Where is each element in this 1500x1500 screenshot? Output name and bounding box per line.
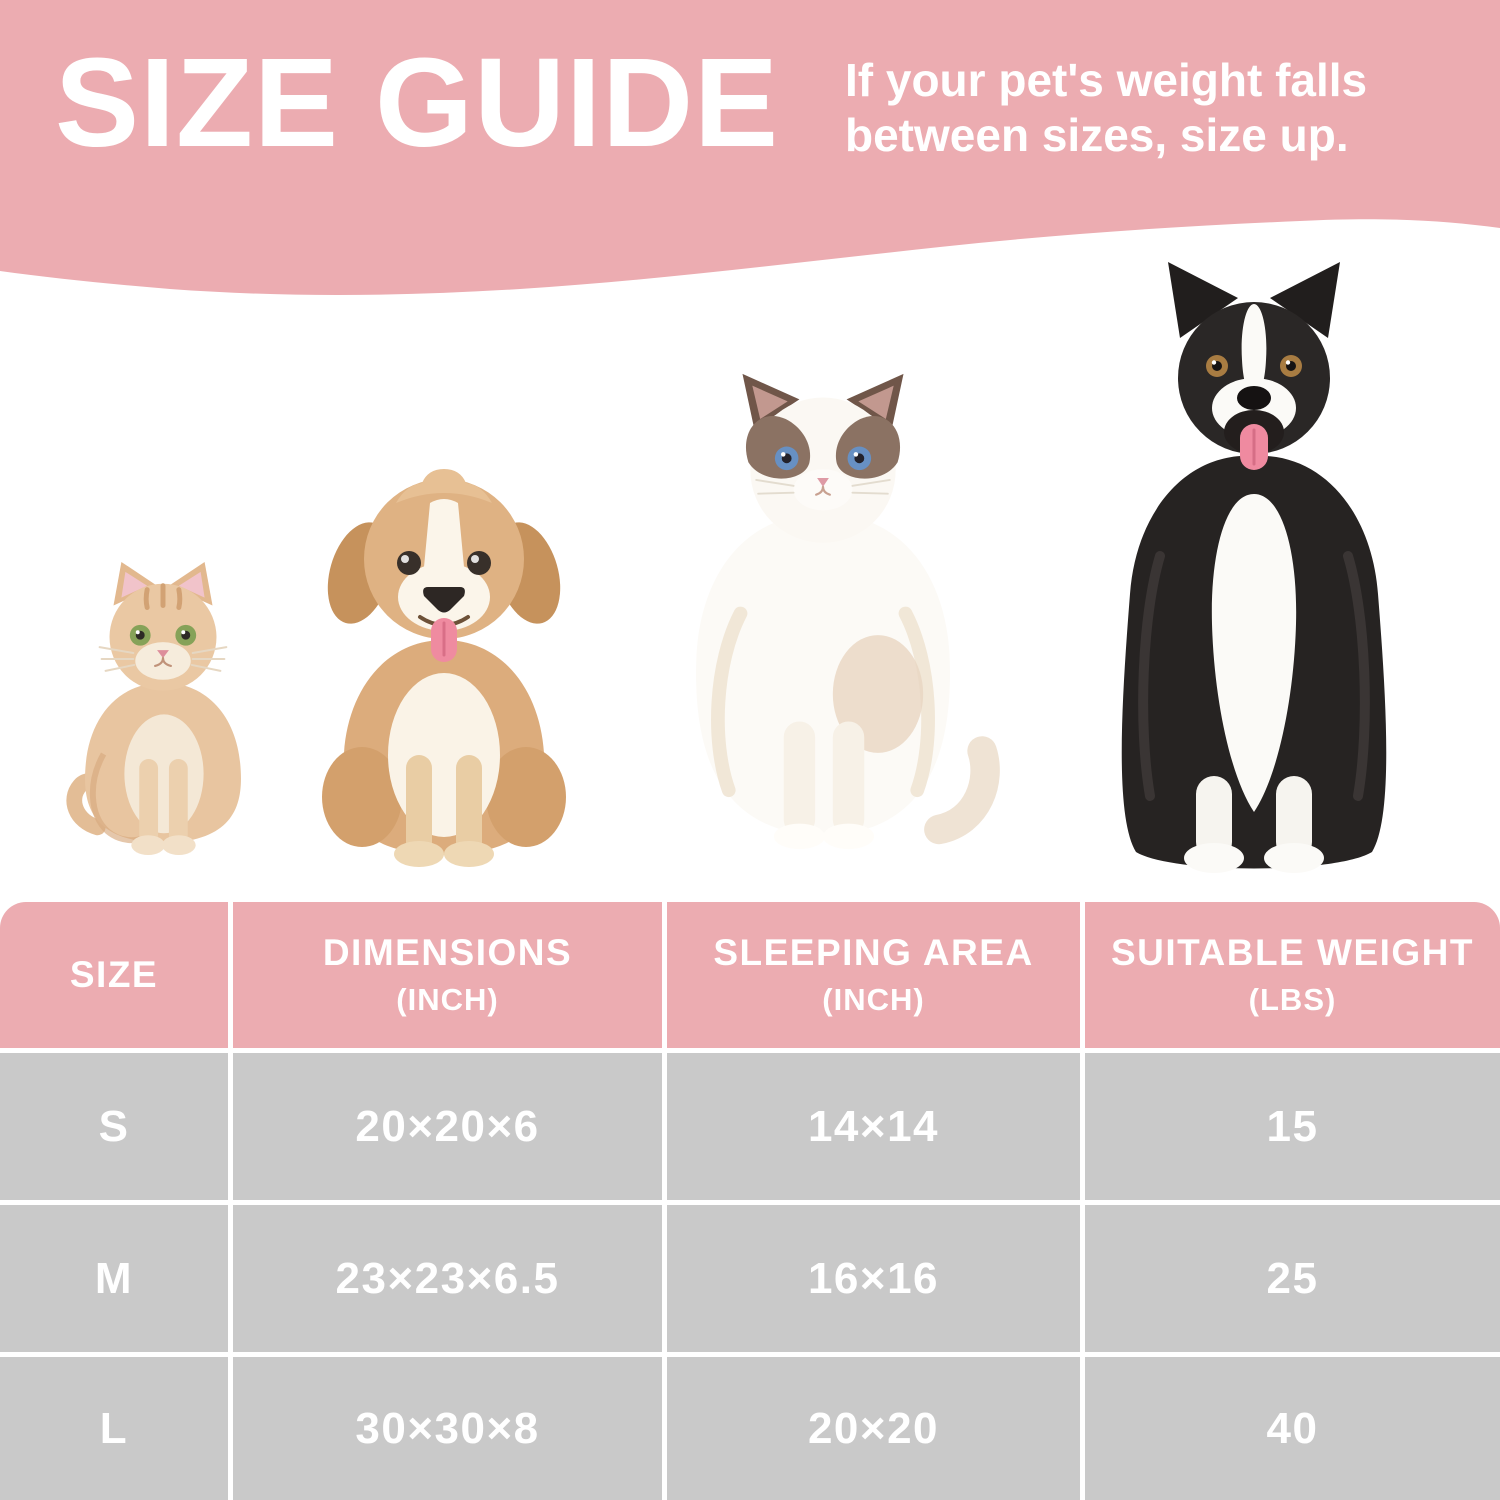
banner-note: If your pet's weight falls between sizes… — [845, 53, 1367, 163]
table-header-sleeping-area: SLEEPING AREA (INCH) — [667, 902, 1080, 1048]
banner-note-line2: between sizes, size up. — [845, 109, 1349, 162]
cell-sleeping-area-s: 14×14 — [667, 1053, 1080, 1200]
table-header-subtitle: (INCH) — [396, 982, 499, 1018]
table-header-title: DIMENSIONS — [322, 931, 573, 973]
cell-sleeping-area-l: 20×20 — [667, 1357, 1080, 1500]
cell-weight-l: 40 — [1085, 1357, 1500, 1500]
cell-dimensions-l: 30×30×8 — [233, 1357, 662, 1500]
table-header-dimensions: DIMENSIONS (INCH) — [233, 902, 662, 1048]
border-collie-photo — [1076, 256, 1432, 877]
tan-puppy-photo — [288, 455, 600, 867]
banner-wave — [0, 0, 1500, 295]
table-header-size: SIZE — [0, 902, 228, 1048]
cell-weight-m: 25 — [1085, 1205, 1500, 1352]
cell-size-m: M — [0, 1205, 228, 1352]
ragdoll-cat-photo — [643, 368, 1003, 856]
cell-size-s: S — [0, 1053, 228, 1200]
size-guide-banner: SIZE GUIDE If your pet's weight falls be… — [0, 0, 1500, 300]
page-title: SIZE GUIDE — [55, 32, 780, 173]
table-header-title: SLEEPING AREA — [713, 931, 1034, 973]
cell-sleeping-area-m: 16×16 — [667, 1205, 1080, 1352]
table-header-subtitle: (LBS) — [1248, 982, 1337, 1018]
table-header-suitable-weight: SUITABLE WEIGHT (LBS) — [1085, 902, 1500, 1048]
ginger-kitten-photo — [62, 556, 264, 858]
banner-note-line1: If your pet's weight falls — [845, 54, 1368, 106]
cell-weight-s: 15 — [1085, 1053, 1500, 1200]
cell-dimensions-m: 23×23×6.5 — [233, 1205, 662, 1352]
cell-dimensions-s: 20×20×6 — [233, 1053, 662, 1200]
table-header-title: SIZE — [69, 953, 159, 995]
table-header-subtitle: (INCH) — [822, 982, 925, 1018]
size-table: SIZE DIMENSIONS (INCH) SLEEPING AREA (IN… — [0, 902, 1500, 1500]
table-header-title: SUITABLE WEIGHT — [1110, 931, 1474, 973]
cell-size-l: L — [0, 1357, 228, 1500]
